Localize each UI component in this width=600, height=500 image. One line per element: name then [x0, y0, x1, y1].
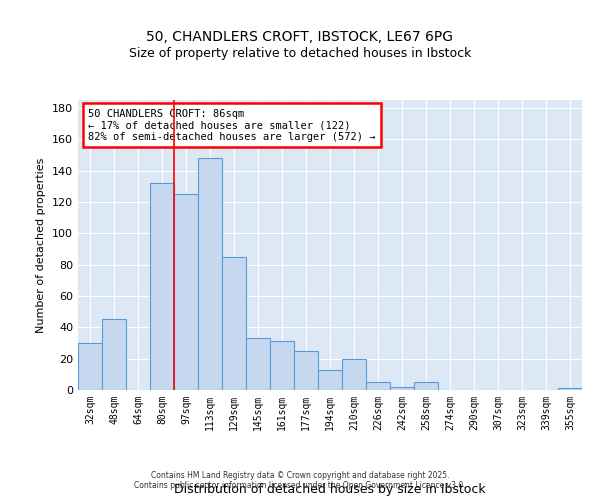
Bar — [198, 158, 222, 390]
Text: 50 CHANDLERS CROFT: 86sqm
← 17% of detached houses are smaller (122)
82% of semi: 50 CHANDLERS CROFT: 86sqm ← 17% of detac… — [88, 108, 376, 142]
Text: 50, CHANDLERS CROFT, IBSTOCK, LE67 6PG: 50, CHANDLERS CROFT, IBSTOCK, LE67 6PG — [146, 30, 454, 44]
Bar — [150, 183, 174, 390]
Bar — [246, 338, 270, 390]
Bar — [558, 388, 582, 390]
Text: Size of property relative to detached houses in Ibstock: Size of property relative to detached ho… — [129, 48, 471, 60]
Bar — [294, 351, 318, 390]
Bar — [78, 343, 102, 390]
Bar — [318, 370, 342, 390]
Bar — [390, 387, 414, 390]
Bar — [366, 382, 390, 390]
Bar — [270, 342, 294, 390]
X-axis label: Distribution of detached houses by size in Ibstock: Distribution of detached houses by size … — [174, 483, 486, 496]
Bar — [414, 382, 438, 390]
Bar — [222, 257, 246, 390]
Text: Contains HM Land Registry data © Crown copyright and database right 2025.
Contai: Contains HM Land Registry data © Crown c… — [134, 470, 466, 490]
Bar — [174, 194, 198, 390]
Bar — [102, 320, 126, 390]
Y-axis label: Number of detached properties: Number of detached properties — [37, 158, 46, 332]
Bar — [342, 358, 366, 390]
